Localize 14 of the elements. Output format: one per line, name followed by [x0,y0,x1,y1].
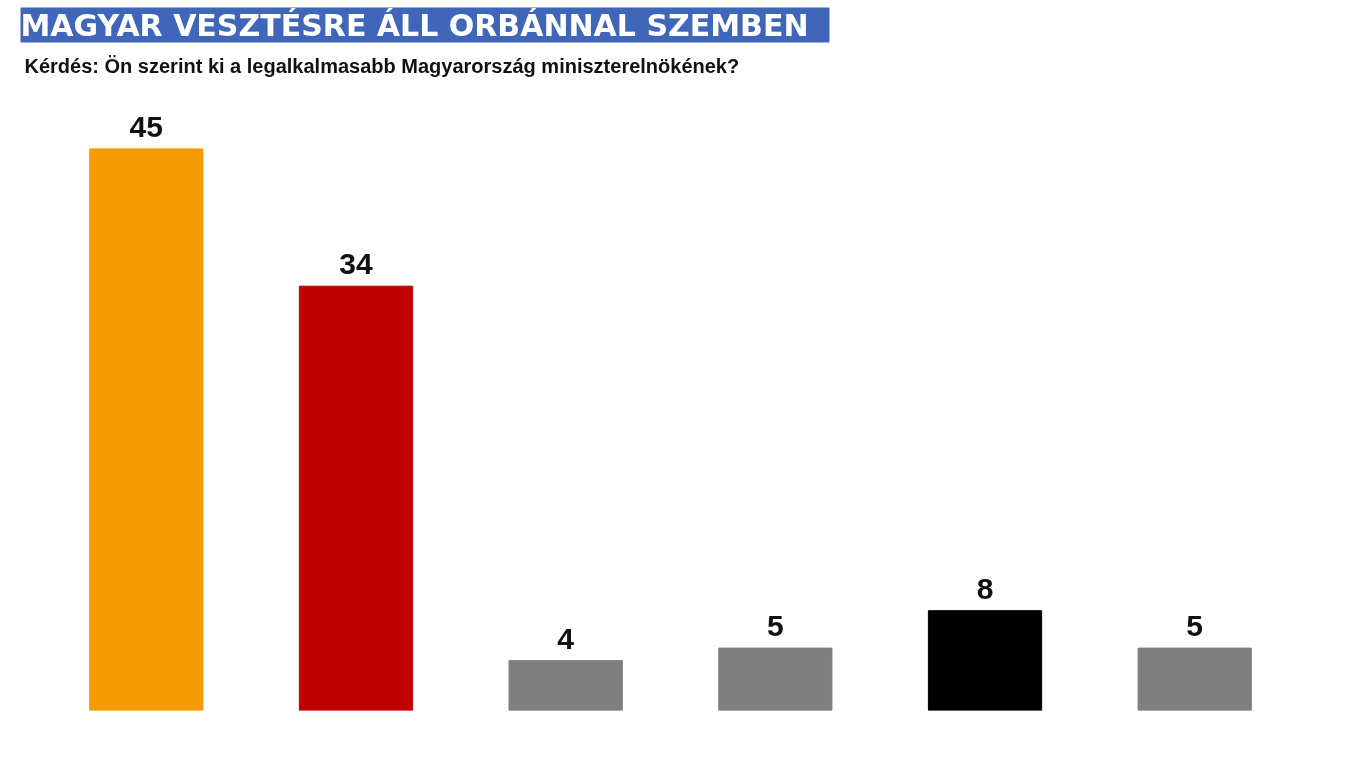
chart-title: MAGYAR VESZTÉSRE ÁLL ORBÁNNAL SZEMBEN [20,7,809,43]
bar [927,610,1043,711]
bar [298,285,414,711]
data-label: 8 [976,571,994,605]
chart-subtitle: Kérdés: Ön szerint ki a legalkalmasabb Magyarország miniszterelnökének? [24,54,740,77]
data-label: 5 [767,609,784,643]
data-label: 4 [557,621,575,655]
bar [718,647,833,711]
data-label: 5 [1186,609,1204,643]
bar [1137,647,1252,711]
data-label: 34 [339,247,373,281]
bar [508,660,623,711]
data-label: 45 [129,109,163,143]
bar [89,148,204,711]
